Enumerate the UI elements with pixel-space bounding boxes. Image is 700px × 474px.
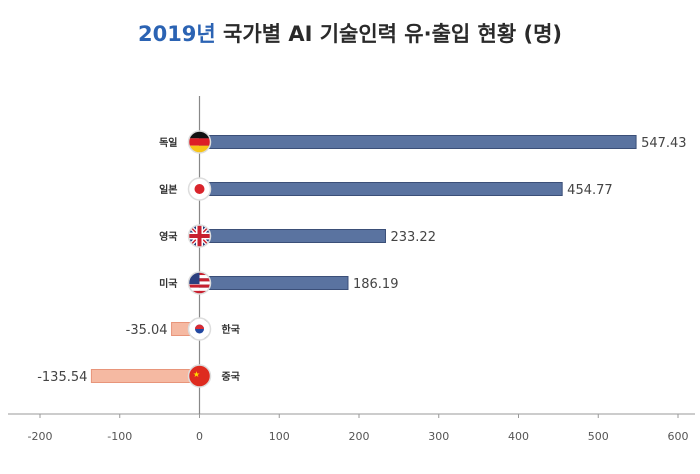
germany-flag-icon	[187, 130, 212, 154]
category-label: 독일	[159, 136, 177, 149]
x-tick-label: 500	[588, 430, 609, 443]
x-tick-label: -200	[28, 430, 53, 443]
x-tick-label: 300	[428, 430, 449, 443]
bar	[199, 276, 349, 290]
usa-flag-icon	[187, 271, 212, 295]
category-label: 중국	[222, 371, 240, 383]
data-label: -135.54	[37, 370, 87, 385]
category-label: 일본	[159, 183, 177, 196]
chart-title-text: 국가별 AI 기술인력 유·출입 현황 (명)	[215, 22, 563, 46]
category-label: 미국	[159, 277, 177, 290]
category-label: 영국	[159, 230, 177, 243]
bar	[199, 182, 563, 196]
x-tick-label: -100	[107, 430, 132, 443]
data-label: 454.77	[567, 183, 613, 198]
x-tick-label: 200	[349, 430, 370, 443]
korea-flag-icon	[187, 317, 212, 341]
data-label: 547.43	[641, 136, 687, 151]
bar	[90, 369, 200, 383]
x-tick-label: 400	[508, 430, 529, 443]
svg-text:★: ★	[193, 370, 200, 379]
bar	[199, 135, 637, 149]
x-tick-label: 100	[269, 430, 290, 443]
china-flag-icon: ★	[187, 364, 212, 388]
x-tick-label: 600	[668, 430, 689, 443]
japan-flag-icon	[187, 177, 212, 201]
bar	[199, 229, 386, 243]
uk-flag-icon	[187, 224, 212, 248]
chart-title: 2019년 국가별 AI 기술인력 유·출입 현황 (명)	[0, 18, 700, 48]
data-label: -35.04	[126, 323, 168, 338]
data-label: 233.22	[390, 230, 436, 245]
data-label: 186.19	[353, 277, 399, 292]
category-label: 한국	[222, 324, 240, 336]
chart-title-year: 2019년	[137, 22, 216, 46]
x-tick-label: 0	[196, 430, 203, 443]
